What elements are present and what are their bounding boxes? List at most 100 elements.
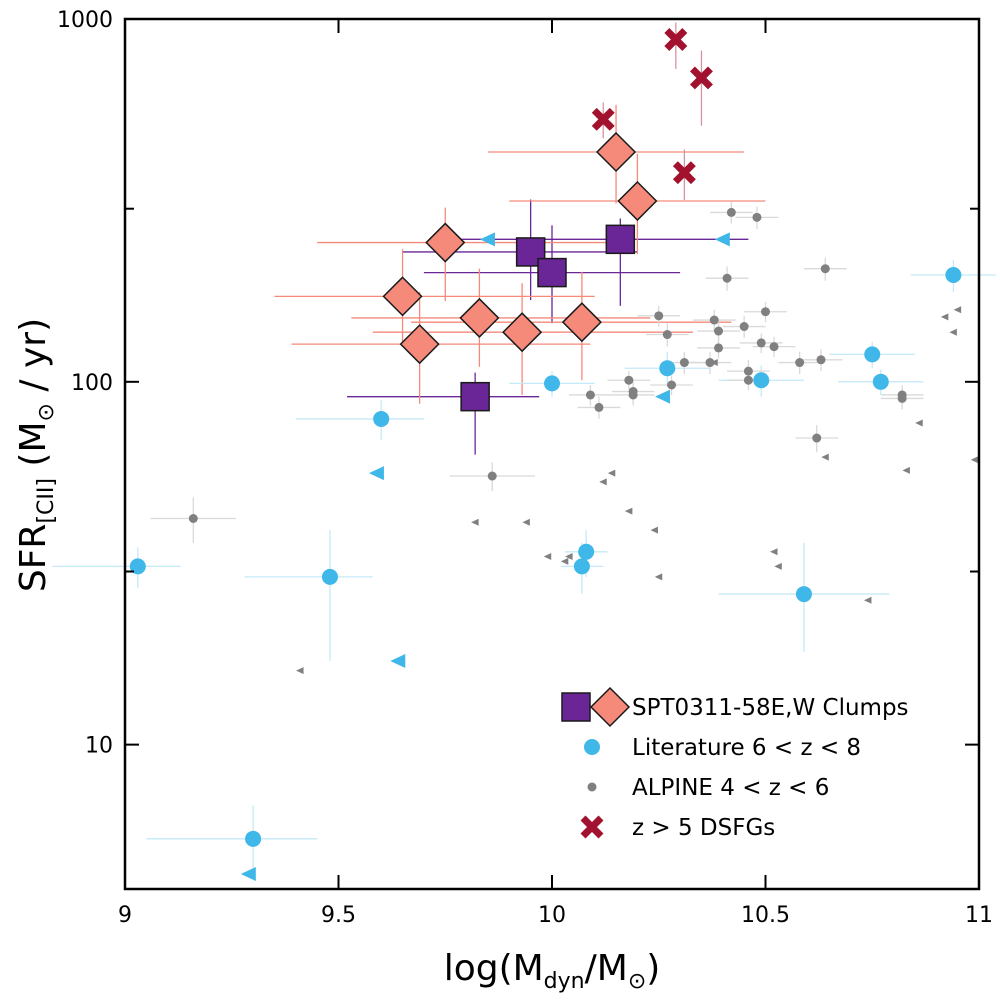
data-point — [679, 358, 689, 368]
data-points-layer — [129, 28, 979, 881]
data-point — [321, 568, 338, 585]
x-tick-label: 9.5 — [321, 903, 356, 928]
data-point — [460, 381, 490, 412]
data-point — [940, 313, 949, 321]
data-point — [752, 212, 762, 222]
data-point — [654, 573, 663, 581]
data-point — [591, 107, 615, 131]
data-point — [864, 346, 881, 363]
data-point — [565, 553, 573, 561]
data-point — [795, 586, 812, 603]
data-point — [578, 543, 595, 560]
data-point — [624, 507, 633, 515]
data-point — [714, 343, 724, 353]
y-axis-title-post: / yr) — [13, 318, 54, 403]
data-point — [399, 324, 440, 365]
data-point — [795, 358, 805, 368]
data-point — [537, 257, 567, 288]
data-point — [624, 375, 634, 385]
data-point — [487, 471, 497, 481]
data-point — [522, 518, 530, 526]
data-point — [373, 410, 390, 427]
data-point — [689, 66, 713, 90]
data-point — [816, 355, 826, 365]
data-point — [650, 526, 658, 534]
data-point — [368, 466, 384, 481]
data-point — [945, 266, 962, 283]
data-point — [595, 131, 637, 173]
data-point — [188, 514, 198, 524]
data-point — [662, 330, 672, 340]
legend-marker — [587, 782, 597, 792]
data-point — [655, 389, 671, 404]
data-point — [743, 375, 753, 385]
legend-marker — [584, 739, 600, 755]
data-point — [812, 433, 822, 443]
data-point — [605, 224, 636, 255]
data-point — [753, 372, 770, 389]
data-point — [714, 326, 724, 336]
legend-label: ALPINE 4 < z < 6 — [632, 775, 829, 801]
x-tick-label: 9 — [118, 903, 132, 928]
data-point — [245, 830, 262, 847]
data-point — [560, 557, 569, 565]
data-point — [659, 360, 676, 377]
x-tick-label: 10.5 — [741, 903, 790, 928]
data-point — [628, 390, 638, 400]
legend-label: Literature 6 < z < 8 — [632, 735, 861, 761]
y-tick-label: 1000 — [57, 8, 113, 33]
x-axis-title-mid: /M — [585, 948, 628, 989]
data-point — [382, 276, 423, 317]
data-point — [714, 232, 730, 247]
data-point — [502, 312, 543, 353]
data-point — [425, 222, 466, 263]
data-point — [672, 161, 696, 185]
data-point — [471, 518, 479, 526]
data-point — [739, 322, 749, 332]
data-point — [726, 207, 736, 217]
data-point — [821, 453, 829, 461]
data-point — [240, 866, 256, 881]
data-point — [296, 667, 304, 675]
x-axis-title-sun: ⊙ — [628, 969, 646, 994]
x-tick-label: 10 — [538, 903, 566, 928]
y-axis-title-mid: (M — [13, 421, 54, 478]
tick-labels: 9 9.5 10 10.5 11 10 100 1000 — [57, 8, 993, 928]
data-point — [607, 469, 616, 477]
data-point — [664, 28, 688, 51]
data-point — [761, 307, 770, 317]
data-point — [459, 297, 500, 338]
legend-label: SPT0311-58E,W Clumps — [632, 695, 909, 721]
legend: SPT0311-58E,W Clumps Literature 6 < z < 8… — [561, 686, 909, 841]
x-axis-title: log(Mdyn/M⊙) — [444, 948, 661, 994]
data-point — [705, 358, 715, 368]
legend-marker — [580, 815, 604, 839]
data-point — [709, 315, 719, 325]
data-point — [667, 380, 677, 390]
data-point — [774, 562, 782, 570]
data-point — [970, 456, 979, 464]
data-point — [872, 373, 889, 390]
data-point — [594, 402, 604, 412]
data-point — [820, 264, 830, 274]
x-axis-title-sub: dyn — [544, 969, 585, 994]
y-axis-title-pre: SFR — [13, 524, 54, 593]
x-axis-title-pre: log(M — [444, 948, 544, 989]
data-point — [599, 478, 607, 486]
data-point — [654, 311, 664, 321]
data-point — [617, 180, 658, 222]
y-tick-label: 10 — [85, 734, 113, 759]
data-point — [573, 558, 590, 575]
y-axis-title-sun: ⊙ — [34, 403, 59, 421]
data-point — [543, 553, 552, 561]
data-point — [544, 375, 560, 392]
legend-marker-square — [561, 692, 591, 722]
data-point — [915, 419, 923, 427]
legend-label: z > 5 DSFGs — [632, 815, 775, 841]
y-axis-title: SFR[CII] (M⊙ / yr) — [13, 318, 59, 592]
data-point — [902, 466, 910, 474]
y-axis-title-sub: [CII] — [34, 478, 59, 524]
data-point — [769, 342, 779, 352]
